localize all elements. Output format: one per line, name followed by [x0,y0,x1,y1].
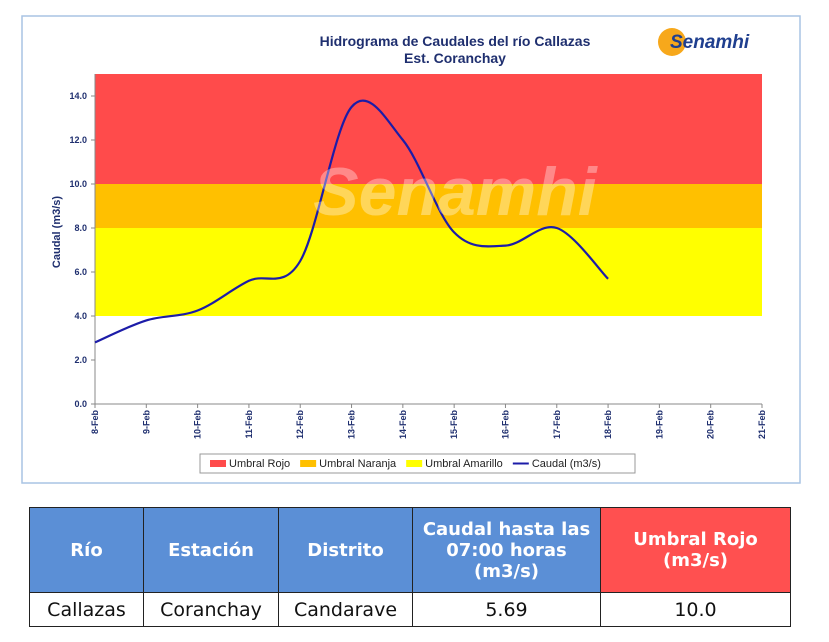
x-tick-label: 11-Feb [244,410,254,439]
table-header: Estación [143,507,279,593]
table-header: Distrito [278,507,413,593]
table-cell: 10.0 [600,592,791,627]
legend-label: Umbral Amarillo [425,458,503,470]
x-tick-label: 12-Feb [295,410,305,440]
y-tick-label: 4.0 [74,311,87,321]
legend-swatch [406,460,423,467]
table-header: Río [29,507,144,593]
legend-label: Umbral Rojo [229,458,290,470]
x-tick-label: 14-Feb [398,410,408,440]
x-tick-label: 21-Feb [757,410,767,440]
chart-subtitle: Est. Coranchay [404,50,506,66]
y-tick-label: 10.0 [69,179,87,189]
summary-table: Río Estación Distrito Caudal hasta las 0… [29,507,791,627]
table-header: Umbral Rojo (m3/s) [600,507,791,593]
x-tick-label: 8-Feb [90,410,100,435]
logo-sun [658,28,686,56]
y-tick-label: 12.0 [69,135,87,145]
x-tick-label: 20-Feb [706,410,716,440]
threshold-band [95,184,762,228]
legend-label: Umbral Naranja [319,458,397,470]
x-tick-label: 16-Feb [500,410,510,440]
x-tick-label: 13-Feb [347,410,357,440]
y-tick-label: 0.0 [74,399,87,409]
y-tick-label: 2.0 [74,355,87,365]
legend-swatch [300,460,317,467]
logo: Senamhi [670,32,750,53]
flow-line [94,99,609,344]
x-tick-label: 19-Feb [654,410,664,440]
y-axis-label: Caudal (m3/s) [51,196,63,268]
table-cell: Coranchay [143,592,279,627]
legend-swatch [210,460,226,467]
legend-label: Caudal (m3/s) [532,458,601,470]
table-header: Caudal hasta las 07:00 horas (m3/s) [412,507,601,593]
chart-title: Hidrograma de Caudales del río Callazas [320,33,591,49]
y-tick-label: 14.0 [69,91,87,101]
threshold-band [95,74,762,184]
watermark: Senamhi [313,154,599,230]
x-tick-label: 18-Feb [603,410,613,440]
chart: Hidrograma de Caudales del río Callazas … [21,15,801,484]
table-cell: Candarave [278,592,413,627]
y-tick-label: 6.0 [74,267,87,277]
y-tick-label: 8.0 [74,223,87,233]
x-tick-label: 17-Feb [552,410,562,440]
table-cell: Callazas [29,592,144,627]
threshold-band [95,228,762,316]
x-tick-label: 10-Feb [193,410,203,440]
table-cell: 5.69 [412,592,601,627]
x-tick-label: 15-Feb [449,410,459,440]
x-tick-label: 9-Feb [141,410,151,435]
